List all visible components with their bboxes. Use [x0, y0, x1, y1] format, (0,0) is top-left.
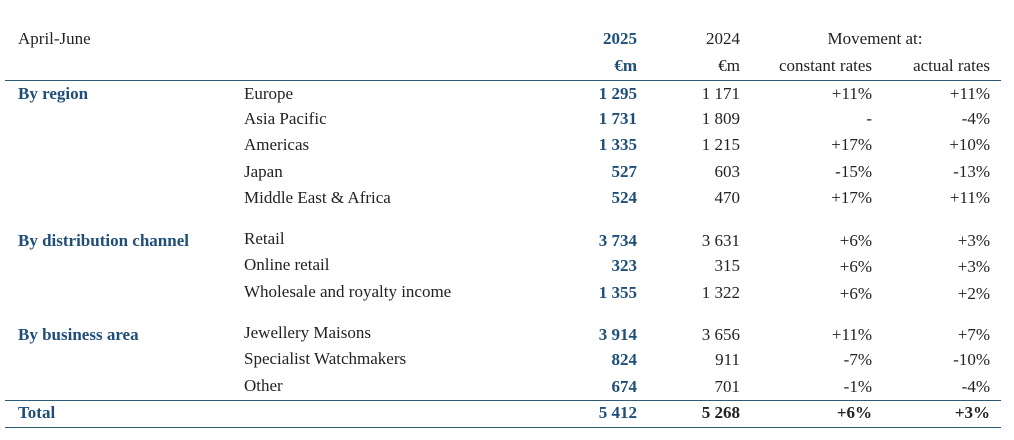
actual-rate: +2%: [957, 284, 990, 303]
actual-rate: +3%: [957, 231, 990, 250]
row-item: Specialist Watchmakers: [244, 349, 407, 368]
section-label: By region: [18, 84, 89, 103]
row-item: Wholesale and royalty income: [244, 282, 452, 301]
constant-rate: +6%: [839, 257, 872, 276]
actual-rate: +10%: [949, 135, 990, 154]
constant-rate: +17%: [831, 135, 872, 154]
header-actual-rates: actual rates: [913, 56, 990, 75]
value-2025: 1 335: [598, 135, 637, 154]
value-2025: 3 734: [598, 231, 637, 250]
actual-rate: +11%: [949, 188, 990, 207]
constant-rate: +6%: [839, 284, 872, 303]
actual-rate: +7%: [957, 325, 990, 344]
value-2025: 527: [611, 162, 638, 181]
row-item: Jewellery Maisons: [244, 323, 372, 342]
constant-rate: +11%: [831, 325, 872, 344]
header-year-current: 2025: [603, 29, 637, 48]
value-2024: 1 322: [701, 283, 740, 302]
constant-rate: -15%: [835, 162, 872, 181]
section-label: By business area: [18, 325, 139, 344]
value-2025: 3 914: [598, 325, 637, 344]
row-item: Online retail: [244, 255, 330, 274]
header-year-prior: 2024: [706, 29, 740, 48]
value-2024: 1 809: [701, 109, 740, 128]
value-2024: 3 631: [701, 231, 740, 250]
value-2024: 603: [714, 162, 741, 181]
total-actual-rate: +3%: [954, 403, 990, 422]
constant-rate: -7%: [843, 350, 872, 369]
value-2024: 1 171: [701, 84, 740, 103]
actual-rate: -4%: [961, 109, 990, 128]
constant-rate: -: [866, 109, 872, 128]
total-2025: 5 412: [598, 403, 637, 422]
value-2024: 3 656: [701, 325, 740, 344]
actual-rate: +11%: [949, 84, 990, 103]
total-label: Total: [18, 403, 56, 422]
value-2025: 824: [611, 350, 638, 369]
row-item: Retail: [244, 229, 285, 248]
header-unit-current: €m: [614, 56, 637, 75]
constant-rate: +17%: [831, 188, 872, 207]
actual-rate: -10%: [953, 350, 990, 369]
constant-rate: -1%: [843, 377, 872, 396]
section-label: By distribution channel: [18, 231, 189, 250]
header-rule: [5, 80, 1001, 81]
value-2024: 470: [714, 188, 741, 207]
value-2025: 323: [611, 256, 638, 275]
value-2024: 1 215: [701, 135, 740, 154]
actual-rate: -13%: [953, 162, 990, 181]
value-2025: 674: [611, 377, 638, 396]
row-item: Other: [244, 376, 283, 395]
total-bottom-rule: [5, 427, 1001, 428]
total-top-rule: [5, 400, 1001, 401]
value-2024: 701: [714, 377, 741, 396]
row-item: Japan: [244, 162, 283, 181]
row-item: Middle East & Africa: [244, 188, 391, 207]
value-2025: 524: [611, 188, 638, 207]
constant-rate: +11%: [831, 84, 872, 103]
movement-title: Movement at:: [827, 29, 923, 48]
actual-rate: -4%: [961, 377, 990, 396]
value-2025: 1 731: [598, 109, 637, 128]
actual-rate: +3%: [957, 257, 990, 276]
row-item: Asia Pacific: [244, 109, 327, 128]
total-constant-rate: +6%: [836, 403, 872, 422]
header-constant-rates: constant rates: [779, 56, 872, 75]
constant-rate: +6%: [839, 231, 872, 250]
value-2024: 911: [715, 350, 740, 369]
value-2025: 1 295: [598, 84, 637, 103]
value-2025: 1 355: [598, 283, 637, 302]
period-label: April-June: [18, 29, 91, 48]
value-2024: 315: [714, 256, 741, 275]
row-item: Europe: [244, 84, 294, 103]
header-unit-prior: €m: [718, 56, 740, 75]
row-item: Americas: [244, 135, 310, 154]
total-2024: 5 268: [701, 403, 740, 422]
